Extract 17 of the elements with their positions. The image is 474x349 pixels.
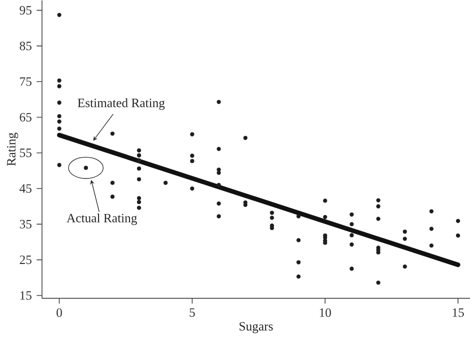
y-tick-label: 95: [20, 6, 32, 15]
y-axis-title: Rating: [7, 132, 18, 166]
y-tick-label: 55: [20, 148, 32, 158]
y-tick-label: 65: [20, 112, 32, 122]
x-tick-label: 15: [452, 308, 464, 317]
y-tick-label: 45: [20, 184, 32, 193]
x-tick-label: 0: [56, 308, 62, 317]
x-tick-label: 10: [320, 308, 331, 317]
x-axis-title: Sugars: [240, 322, 273, 334]
y-tick-label: 15: [20, 291, 32, 300]
y-tick-label: 25: [20, 256, 32, 264]
y-tick-label: 35: [20, 220, 32, 228]
x-tick-label: 5: [190, 308, 195, 317]
y-tick-label: 85: [20, 42, 32, 50]
annotation: Estimated Rating: [78, 98, 165, 110]
y-tick-label: 75: [20, 77, 32, 86]
annotation: Actual Rating: [66, 213, 137, 225]
